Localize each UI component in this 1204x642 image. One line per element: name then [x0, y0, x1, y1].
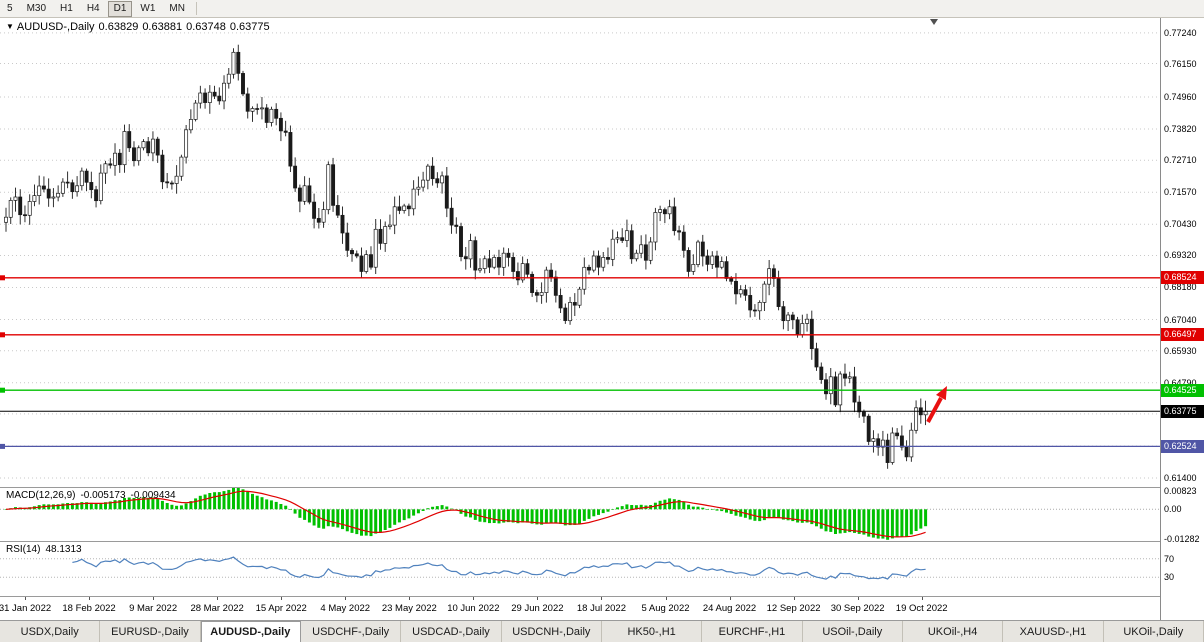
- price-tick-label: 0.72710: [1164, 155, 1197, 166]
- rsi-chart[interactable]: [0, 542, 1160, 596]
- tab-ukoil-daily[interactable]: UKOil-,Daily: [1103, 621, 1204, 642]
- ohlc-high: 0.63881: [142, 21, 183, 33]
- ohlc-close: 0.63775: [229, 21, 270, 33]
- price-axis[interactable]: 0.77240 0.76150 0.74960 0.73820 0.72710 0.715…: [1160, 18, 1204, 620]
- ohlc-low: 0.63748: [186, 21, 226, 33]
- date-tick: [25, 597, 26, 600]
- period-button-h1[interactable]: H1: [60, 2, 73, 14]
- macd-axis-label: -0.01282: [1164, 533, 1200, 544]
- date-tick: [409, 597, 411, 600]
- macd-axis-label: 0.00823: [1164, 485, 1197, 496]
- date-tick: [793, 597, 795, 600]
- price-tick-label: 0.69320: [1164, 250, 1197, 261]
- date-label: 10 Jun 2022: [447, 603, 500, 614]
- panel-separator[interactable]: [0, 487, 1204, 488]
- date-tick: [345, 597, 347, 600]
- date-tick: [217, 597, 219, 600]
- price-tick-label: 0.68180: [1164, 282, 1197, 293]
- date-tick: [601, 597, 603, 600]
- date-tick: [665, 597, 667, 600]
- date-tick: [729, 597, 731, 600]
- tab-usdx-daily[interactable]: USDX,Daily: [0, 621, 101, 642]
- current-price-badge: 0.63775: [1161, 404, 1204, 418]
- period-button-mn[interactable]: MN: [169, 2, 185, 14]
- tab-usoil-daily[interactable]: USOil-,Daily: [802, 621, 903, 642]
- price-tick-label: 0.65930: [1164, 345, 1197, 356]
- chart-title: ▼ AUDUSD-,Daily 0.63829 0.63881 0.63748 0.637…: [6, 21, 274, 33]
- date-label: 15 Apr 2022: [255, 603, 307, 614]
- date-label: 31 Jan 2022: [0, 603, 52, 614]
- timeframe-toolbar: 5 M30 H1 H4 D1 W1 MN: [0, 0, 1204, 18]
- date-label: 12 Sep 2022: [766, 603, 821, 614]
- date-label: 9 Mar 2022: [129, 603, 178, 614]
- rsi-axis-label: 70: [1164, 553, 1175, 564]
- price-tick-label: 0.77240: [1164, 27, 1197, 38]
- price-tick-label: 0.73820: [1164, 123, 1197, 134]
- price-tick-label: 0.70430: [1164, 219, 1197, 230]
- tab-eurusd-daily[interactable]: EURUSD-,Daily: [100, 621, 201, 642]
- level-price-badge: 0.64525: [1161, 383, 1204, 397]
- date-label: 5 Aug 2022: [641, 603, 690, 614]
- price-tick-label: 0.71570: [1164, 187, 1197, 198]
- toolbar-separator: [195, 2, 197, 15]
- tab-usdcad-daily[interactable]: USDCAD-,Daily: [401, 621, 502, 642]
- period-button-5[interactable]: 5: [7, 2, 13, 14]
- date-tick: [281, 597, 283, 600]
- date-label: 19 Oct 2022: [895, 603, 948, 614]
- tab-xauusd-h1[interactable]: XAUUSD-,H1: [1003, 621, 1104, 642]
- period-button-w1[interactable]: W1: [140, 2, 156, 14]
- tab-ukoil-h4[interactable]: UKOil-,H4: [902, 621, 1004, 642]
- tab-hk50-h1[interactable]: HK50-,H1: [601, 621, 703, 642]
- date-label: 24 Aug 2022: [702, 603, 757, 614]
- period-button-m30[interactable]: M30: [26, 2, 47, 14]
- tab-audusd-daily[interactable]: AUDUSD-,Daily: [200, 621, 301, 642]
- price-tick-label: 0.61400: [1164, 473, 1197, 483]
- date-tick: [89, 597, 91, 600]
- level-price-badge: 0.62524: [1161, 439, 1204, 453]
- tab-usdchf-daily[interactable]: USDCHF-,Daily: [300, 621, 402, 642]
- macd-chart[interactable]: [0, 488, 1160, 541]
- price-tick-label: 0.76150: [1164, 58, 1197, 69]
- macd-panel[interactable]: MACD(12,26,9) -0.005173 -0.009434: [0, 488, 1160, 541]
- date-label: 28 Mar 2022: [190, 603, 244, 614]
- panel-separator[interactable]: [0, 541, 1204, 542]
- price-tick-label: 0.74960: [1164, 91, 1197, 102]
- date-label: 18 Feb 2022: [62, 603, 116, 614]
- main-chart-panel[interactable]: ▼ AUDUSD-,Daily 0.63829 0.63881 0.63748 0.637…: [0, 18, 1160, 487]
- price-tick-label: 0.64790: [1164, 378, 1197, 388]
- date-label: 30 Sep 2022: [830, 603, 885, 614]
- panel-separator[interactable]: [0, 596, 1204, 597]
- macd-label: MACD(12,26,9) -0.005173 -0.009434: [6, 490, 176, 501]
- period-button-h4[interactable]: H4: [86, 2, 100, 14]
- macd-axis-label: 0.00: [1164, 504, 1182, 515]
- symbol-tab-bar: USDX,Daily EURUSD-,Daily AUDUSD-,Daily USDC…: [0, 620, 1204, 642]
- date-tick: [153, 597, 155, 600]
- date-tick: [473, 597, 475, 600]
- chart-symbol-label: AUDUSD-,Daily: [16, 21, 95, 33]
- date-tick: [921, 597, 923, 600]
- date-label: 23 May 2022: [381, 603, 437, 614]
- chart-marker-icon: ▼: [6, 22, 14, 31]
- rsi-panel[interactable]: RSI(14) 48.1313: [0, 542, 1160, 596]
- date-tick: [857, 597, 859, 600]
- rsi-axis-label: 30: [1164, 572, 1175, 583]
- rsi-label: RSI(14) 48.1313: [6, 544, 82, 555]
- date-label: 4 May 2022: [320, 603, 371, 614]
- date-tick: [537, 597, 539, 600]
- date-label: 29 Jun 2022: [511, 603, 564, 614]
- ohlc-open: 0.63829: [98, 21, 139, 33]
- date-axis[interactable]: 31 Jan 2022 18 Feb 2022 9 Mar 2022 28 Mar 2…: [0, 597, 1160, 620]
- level-price-badge: 0.66497: [1161, 328, 1204, 342]
- level-price-badge: 0.68524: [1161, 271, 1204, 285]
- candlestick-chart[interactable]: [0, 18, 1160, 487]
- price-tick-label: 0.67040: [1164, 314, 1197, 325]
- tab-usdcnh-daily[interactable]: USDCNH-,Daily: [501, 621, 602, 642]
- date-label: 18 Jul 2022: [576, 603, 626, 614]
- period-button-d1[interactable]: D1: [107, 0, 133, 17]
- tab-eurchf-h1[interactable]: EURCHF-,H1: [702, 621, 803, 642]
